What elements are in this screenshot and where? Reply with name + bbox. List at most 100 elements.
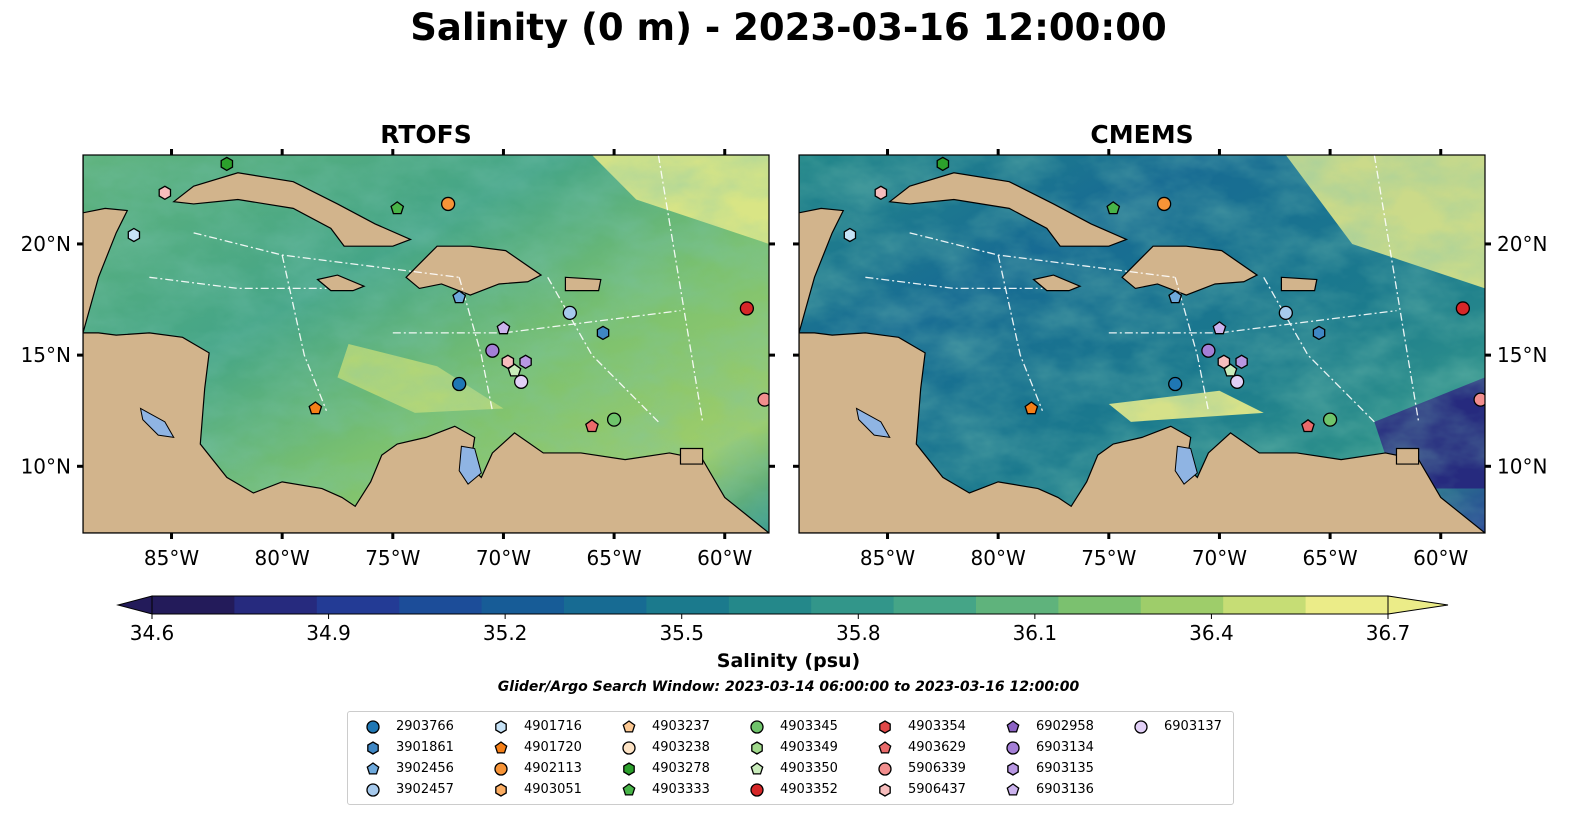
pentagon-marker-icon [1006,782,1020,796]
lat-tick-label: 10°N [1497,454,1547,478]
circle-marker-icon [366,782,380,797]
land-mass [1280,276,1318,292]
eez-boundary [1108,310,1397,334]
legend-label: 4903278 [652,761,710,776]
legend-item: 4903237 [612,716,710,737]
legend-item: 4903629 [868,737,966,758]
legend-item: 4903345 [740,716,838,737]
land-mass [405,245,543,296]
legend-label: 4901716 [524,719,582,734]
legend-item: 4903349 [740,737,838,758]
legend-marker [366,782,380,797]
lake [139,407,175,439]
colorbar-segment [564,596,647,614]
circle-marker-icon [750,782,764,797]
legend-marker [750,719,764,734]
legend-item: 4903278 [612,758,710,779]
legend-item: 6903135 [996,758,1094,779]
lon-tick-label: 70°W [476,546,531,570]
float-marker-3902456 [1168,289,1183,304]
pentagon-marker-icon [622,782,636,796]
hexagon-marker-icon [495,782,507,797]
colorbar-tick-label: 36.4 [1189,621,1234,645]
legend-label: 4903352 [780,782,838,797]
float-marker-4903345 [606,412,622,427]
lake [1174,445,1198,485]
circle-marker-icon [494,761,508,776]
float-marker-4901720 [1024,401,1039,415]
legend-item: 6903134 [996,737,1094,758]
float-marker-3902457 [562,305,577,321]
float-marker-6903134 [1201,343,1216,358]
hexagon-marker-icon [495,719,507,734]
hexagon-marker-icon [1007,761,1019,776]
hexagon-marker-icon [879,782,891,797]
colorbar-tick-label: 35.5 [659,621,704,645]
lon-tick-label: 70°W [1192,546,1247,570]
float-marker-6903137 [514,374,529,389]
lon-tick-label: 75°W [1081,546,1136,570]
circle-marker-icon [750,719,764,734]
lon-tick-label: 60°W [697,546,752,570]
land-mass [1121,245,1259,296]
hexagon-marker-icon [367,740,379,755]
lake [855,407,891,439]
float-marker-6903135 [519,354,532,370]
land-mass [1032,274,1082,292]
colorbar-segment [1058,596,1142,614]
land-mass [888,172,1129,247]
legend-label: 5906339 [908,761,966,776]
legend-marker [622,719,636,733]
map-panel-rtofs: 85°W 80°W 75°W 70°W 65°W 60°W 20°N 15°N 10°N [21,149,775,570]
legend-marker [1007,761,1019,776]
legend-label: 3901861 [396,740,454,755]
float-marker-6903134 [485,343,500,358]
colorbar-segment [1305,596,1389,614]
legend-label: 4903354 [908,719,966,734]
colorbar-segment [234,596,318,614]
float-marker-6903137 [1230,374,1245,389]
lat-tick-label: 15°N [1497,343,1547,367]
legend-marker [1006,740,1020,755]
float-marker-4903278 [220,156,234,172]
eez-boundary [392,310,681,334]
legend-label: 5906437 [908,782,966,797]
float-marker-2903766 [452,376,467,392]
circle-marker-icon [878,761,892,776]
pentagon-marker-icon [494,740,508,754]
legend-label: 6903137 [1164,719,1222,734]
legend-label: 4902113 [524,761,582,776]
circle-marker-icon [366,719,380,734]
float-marker-4903352 [1455,301,1471,316]
eez-boundary [458,277,494,411]
colorbar: 34.6 34.9 35.2 35.5 35.8 36.1 36.4 36.7 [116,595,1449,645]
colorbar-segment [811,596,895,614]
legend-marker [1006,719,1020,733]
figure-title: Salinity (0 m) - 2023-03-16 12:00:00 [410,6,1167,49]
legend-item: 4901716 [484,716,582,737]
legend-label: 3902456 [396,761,454,776]
legend-item: 5906339 [868,758,966,779]
legend-marker [879,782,891,797]
legend-marker [495,782,507,797]
legend-marker [878,761,892,776]
float-marker-3902456 [452,289,467,304]
legend-item: 3902457 [356,779,454,800]
eez-boundary [909,232,1176,278]
float-marker-6903136 [1212,321,1227,335]
lon-tick-label: 80°W [255,546,310,570]
legend-item: 6903136 [996,779,1094,800]
circle-marker-icon [1134,719,1148,734]
float-marker-4901720 [308,401,323,415]
colorbar-segment [893,596,977,614]
legend-marker [366,719,380,734]
float-marker-4903629 [1301,418,1315,433]
lon-tick-label: 65°W [586,546,641,570]
float-marker-3901861 [1312,325,1326,341]
eez-boundary [193,232,460,278]
legend-marker [622,740,636,755]
map-panel-cmems: 85°W 80°W 75°W 70°W 65°W 60°W 20°N 15°N 10°N [793,149,1547,570]
legend-item: 4902113 [484,758,582,779]
legend-item: 6902958 [996,716,1094,737]
circle-marker-icon [1006,740,1020,755]
